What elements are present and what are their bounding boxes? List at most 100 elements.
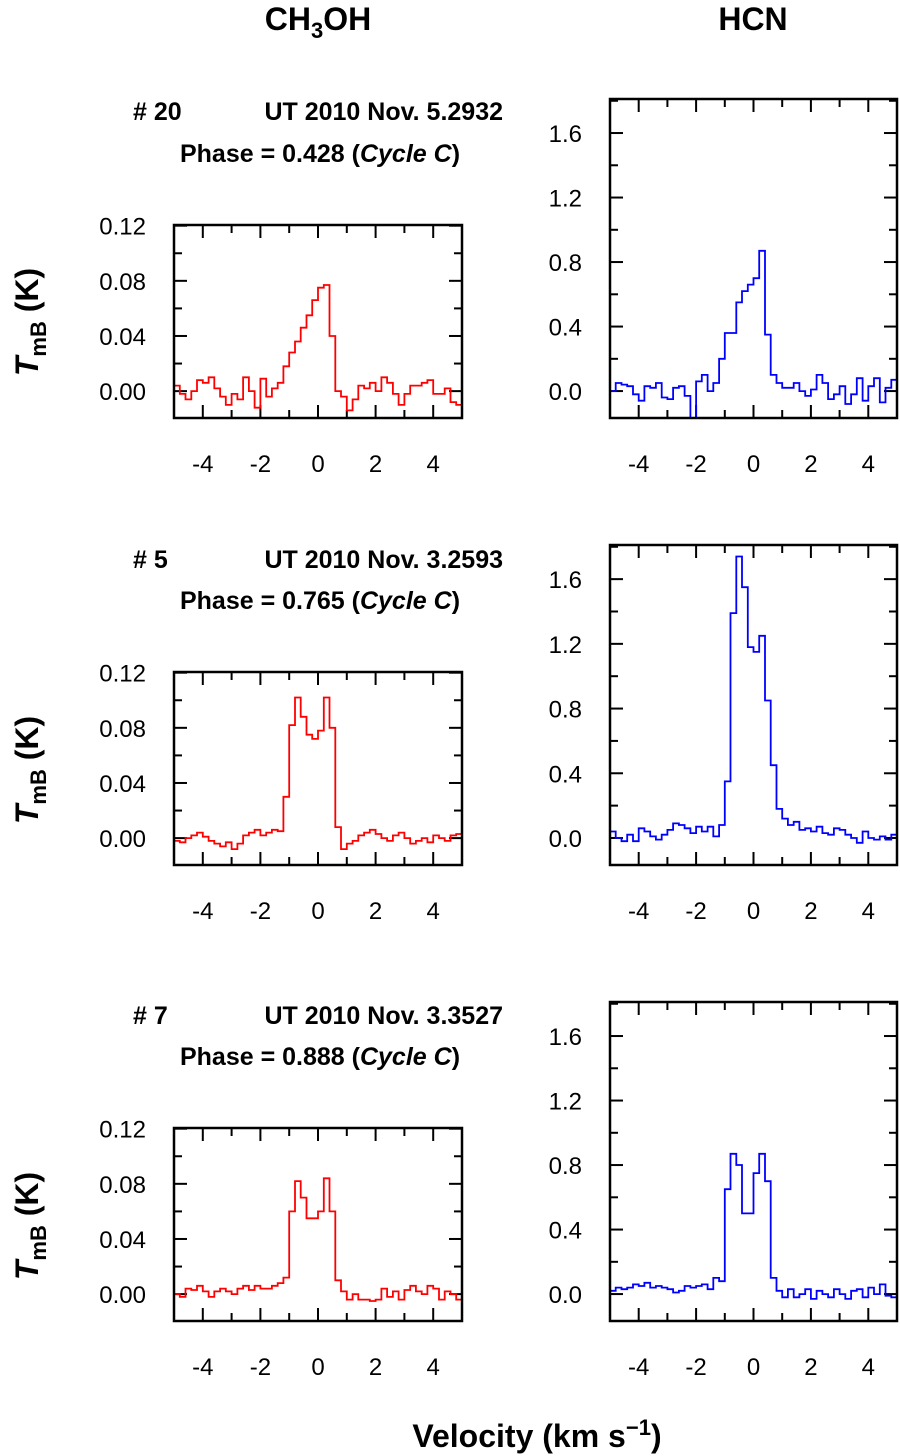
plot-frame [608,543,899,867]
x-tick-label: -2 [250,898,271,925]
cycle-text: Cycle C [360,587,453,615]
x-tick-label: 4 [862,451,875,478]
plot-frame [172,223,464,420]
x-tick-label: 2 [369,898,382,925]
x-tick-label: 4 [862,1354,875,1381]
y-tick-label: 0.4 [549,1218,582,1245]
observation-date: UT 2010 Nov. 3.3527 [264,1002,503,1030]
x-tick-label: 0 [311,1354,324,1381]
x-tick-label: -4 [628,451,649,478]
x-tick-label: 0 [311,898,324,925]
y-tick-label: 0.00 [99,826,146,853]
x-tick-label: 2 [804,451,817,478]
y-tick-label: 0.0 [549,379,582,406]
x-tick-label: 2 [369,451,382,478]
y-tick-label: 0.00 [99,379,146,406]
x-tick-label: 2 [369,1354,382,1381]
y-tick-label: 1.6 [549,121,582,148]
spectrum-ch3oh-row-3 [174,1177,462,1302]
y-tick-label: 1.6 [549,567,582,594]
x-tick-label: 4 [427,898,440,925]
observation-number: # 7 [133,1002,168,1030]
y-tick-label: 0.4 [549,315,582,342]
y-tick-label: 1.2 [549,1089,582,1116]
x-tick-label: -2 [250,1354,271,1381]
y-axis-title: TmB (K) [9,268,51,376]
x-tick-label: -4 [192,451,213,478]
paren-close: ) [452,140,460,168]
x-tick-label: -4 [192,898,213,925]
column-title-hcn: HCN [718,1,787,37]
plot-frame [608,1000,899,1323]
y-tick-label: 1.2 [549,632,582,659]
paren-close: ) [452,587,460,615]
spectrum-hcn-row-3 [610,1152,897,1300]
panel-hcn-row-2: -4 -2 0 2 4 0.0 0.4 0.8 1.2 1.6 [549,543,899,925]
phase-text: Phase = 0.765 ( [180,587,361,615]
spectrum-ch3oh-row-1 [174,284,462,412]
panel-hcn-row-3: -4 -2 0 2 4 0.0 0.4 0.8 1.2 1.6 [549,1000,899,1381]
y-tick-label: 0.8 [549,1153,582,1180]
phase-annotation: Phase = 0.428 (Cycle C) [180,140,460,168]
cycle-text: Cycle C [360,140,453,168]
plot-frame [172,1126,464,1323]
y-tick-label: 0.0 [549,1282,582,1309]
y-tick-label: 0.04 [99,324,146,351]
spectrum-ch3oh-row-2 [174,696,462,850]
y-tick-label: 0.00 [99,1282,146,1309]
plot-frame [172,670,464,867]
panel-ch3oh-row-3: -4 -2 0 2 4 0.00 0.04 0.08 0.12 [99,1117,464,1381]
x-tick-label: 4 [862,898,875,925]
x-tick-label: -4 [628,898,649,925]
column-title-ch3oh: CH3OH [265,1,371,43]
y-tick-label: 1.6 [549,1024,582,1051]
spectrum-hcn-row-1 [610,249,897,419]
x-tick-label: 4 [427,451,440,478]
observation-number: # 5 [133,546,168,574]
y-tick-label: 0.4 [549,761,582,788]
y-axis-title: TmB (K) [9,1172,51,1280]
y-tick-label: 0.12 [99,214,146,241]
phase-annotation: Phase = 0.888 (Cycle C) [180,1043,460,1071]
y-tick-label: 1.2 [549,186,582,213]
y-tick-label: 0.08 [99,1172,146,1199]
y-tick-label: 0.04 [99,1227,146,1254]
x-tick-label: -2 [685,1354,706,1381]
y-tick-label: 0.0 [549,826,582,853]
observation-date: UT 2010 Nov. 5.2932 [264,98,503,126]
observation-date: UT 2010 Nov. 3.2593 [264,546,503,574]
x-tick-label: -2 [685,898,706,925]
x-tick-label: -4 [192,1354,213,1381]
x-tick-label: 0 [747,451,760,478]
panel-ch3oh-row-1: -4 -2 0 2 4 0.00 0.04 0.08 0.12 [99,214,464,478]
cycle-text: Cycle C [360,1043,453,1071]
y-tick-label: 0.12 [99,1117,146,1144]
x-tick-label: 4 [427,1354,440,1381]
y-tick-label: 0.08 [99,269,146,296]
y-tick-label: 0.8 [549,697,582,724]
x-tick-label: -2 [250,451,271,478]
x-tick-label: 2 [804,1354,817,1381]
x-tick-label: 2 [804,898,817,925]
x-tick-label: -4 [628,1354,649,1381]
y-tick-label: 0.04 [99,771,146,798]
phase-annotation: Phase = 0.765 (Cycle C) [180,587,460,615]
x-tick-label: 0 [747,1354,760,1381]
y-tick-label: 0.12 [99,661,146,688]
y-axis-title: TmB (K) [9,716,51,824]
observation-number: # 20 [133,98,182,126]
panel-hcn-row-1: -4 -2 0 2 4 0.0 0.4 0.8 1.2 1.6 [549,97,899,478]
phase-text: Phase = 0.888 ( [180,1043,361,1071]
x-tick-label: 0 [311,451,324,478]
y-tick-label: 0.08 [99,716,146,743]
y-tick-label: 0.8 [549,250,582,277]
plot-frame [608,97,899,420]
x-tick-label: -2 [685,451,706,478]
x-axis-title: Velocity (km s−1) [412,1415,661,1454]
paren-close: ) [452,1043,460,1071]
phase-text: Phase = 0.428 ( [180,140,361,168]
panel-ch3oh-row-2: -4 -2 0 2 4 0.00 0.04 0.08 0.12 [99,661,464,925]
spectrum-hcn-row-2 [610,555,897,844]
x-tick-label: 0 [747,898,760,925]
